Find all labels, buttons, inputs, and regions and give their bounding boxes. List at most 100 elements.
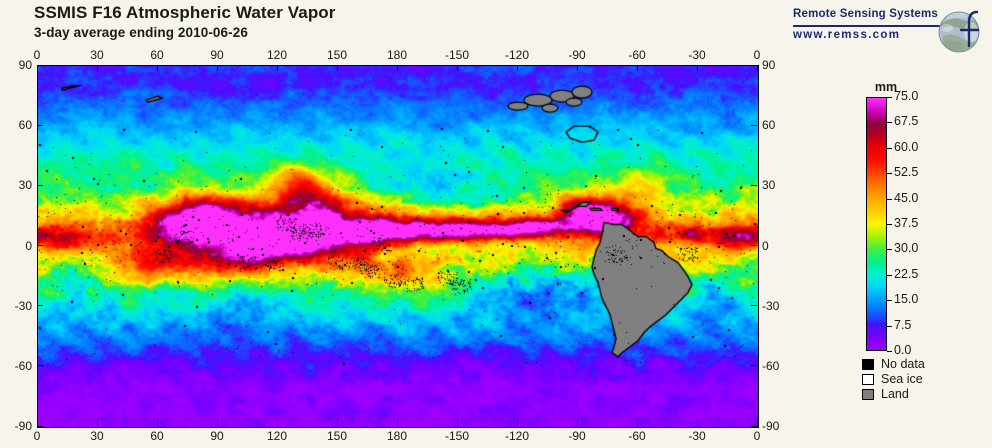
y-tick (751, 365, 757, 367)
x-tick (636, 65, 638, 71)
y-tick-label: -30 (14, 298, 32, 313)
x-tick (36, 420, 38, 426)
y-tick-label: 0 (25, 238, 32, 253)
x-tick (216, 420, 218, 426)
y-tick (37, 245, 43, 246)
colorbar[interactable] (866, 97, 887, 351)
x-tick (156, 420, 158, 426)
colorbar-tick (887, 224, 892, 225)
y-tick-label: 30 (762, 178, 776, 193)
x-tick-label: 120 (266, 48, 288, 62)
colorbar-tick-label: 45.0 (894, 191, 919, 205)
x-tick (276, 65, 278, 71)
y-tick (37, 184, 43, 186)
x-tick-label: 30 (90, 429, 104, 443)
x-tick (516, 65, 518, 71)
y-tick (37, 425, 43, 427)
x-tick (396, 65, 398, 71)
legend-label-no-data: No data (881, 357, 925, 371)
x-tick-label: 150 (326, 48, 348, 62)
legend-swatch-land (862, 389, 874, 400)
y-tick-label: 90 (18, 58, 32, 72)
colorbar-tick (887, 275, 892, 276)
y-tick (37, 64, 43, 66)
y-tick-label: 60 (762, 118, 776, 133)
y-tick-label: -60 (14, 358, 32, 373)
legend-swatch-sea-ice (862, 374, 874, 385)
y-tick (751, 124, 757, 126)
world-map-heatmap[interactable] (37, 65, 759, 428)
y-tick-label: 0 (762, 238, 769, 253)
x-tick (276, 420, 278, 426)
x-tick (156, 65, 158, 71)
x-tick-label: 0 (753, 48, 761, 62)
x-tick-label: -30 (688, 48, 706, 62)
brand-name: Remote Sensing Systems (793, 8, 939, 20)
y-tick-label: 30 (18, 178, 32, 193)
colorbar-tick-label: 22.5 (894, 267, 919, 281)
x-tick (96, 420, 98, 426)
y-tick (751, 305, 757, 307)
x-tick-label: -150 (444, 48, 470, 62)
x-tick (456, 65, 458, 71)
x-tick-label: -30 (688, 429, 706, 443)
page-subtitle: 3-day average ending 2010-06-26 (34, 25, 248, 40)
colorbar-tick (887, 249, 892, 250)
colorbar-tick-label: 0.0 (894, 343, 912, 357)
x-tick (336, 420, 338, 426)
colorbar-tick-label: 30.0 (894, 241, 919, 255)
colorbar-tick-label: 7.5 (894, 318, 912, 332)
colorbar-tick (887, 122, 892, 123)
colorbar-tick (887, 199, 892, 200)
colorbar-tick (887, 97, 892, 98)
brand-rule (793, 25, 945, 27)
x-tick (756, 420, 758, 426)
x-tick (696, 420, 698, 426)
x-tick-label: -90 (568, 48, 586, 62)
x-tick (36, 65, 38, 71)
page-title: SSMIS F16 Atmospheric Water Vapor (34, 3, 336, 22)
colorbar-tick (887, 300, 892, 301)
x-tick-label: 0 (753, 429, 761, 443)
y-tick (37, 365, 43, 367)
colorbar-tick-label: 52.5 (894, 165, 919, 179)
map-raster (38, 66, 758, 427)
y-tick-label: 90 (762, 58, 776, 72)
y-tick (37, 305, 43, 307)
y-tick-label: -90 (762, 419, 780, 433)
x-tick-label: -60 (628, 429, 646, 443)
colorbar-unit-label: mm (874, 80, 898, 94)
x-tick (636, 420, 638, 426)
x-tick-label: 60 (150, 48, 164, 62)
x-tick (396, 420, 398, 426)
x-tick-label: 0 (33, 429, 41, 443)
brand-block[interactable]: Remote Sensing Systems www.remss.com (793, 8, 989, 56)
colorbar-tick (887, 326, 892, 327)
x-tick-label: 180 (386, 48, 408, 62)
y-tick (37, 124, 43, 126)
y-tick-label: 60 (18, 118, 32, 133)
colorbar-gradient (866, 97, 887, 351)
x-tick (216, 65, 218, 71)
x-tick (516, 420, 518, 426)
y-tick (751, 184, 757, 186)
legend-label-sea-ice: Sea ice (881, 372, 923, 386)
colorbar-tick-label: 15.0 (894, 292, 919, 306)
x-tick (456, 420, 458, 426)
x-tick-label: -120 (504, 48, 530, 62)
x-tick (576, 65, 578, 71)
y-tick (751, 64, 757, 66)
x-tick-label: 0 (33, 48, 41, 62)
legend-swatch-no-data (862, 359, 874, 370)
y-tick-label: -30 (762, 298, 780, 313)
y-tick (751, 245, 757, 246)
y-tick-label: -90 (14, 419, 32, 433)
colorbar-tick-label: 75.0 (894, 89, 919, 103)
x-tick-label: 90 (210, 48, 224, 62)
colorbar-tick (887, 173, 892, 174)
x-tick-label: 120 (266, 429, 288, 443)
x-tick (696, 65, 698, 71)
y-tick-label: -60 (762, 358, 780, 373)
x-tick-label: 30 (90, 48, 104, 62)
